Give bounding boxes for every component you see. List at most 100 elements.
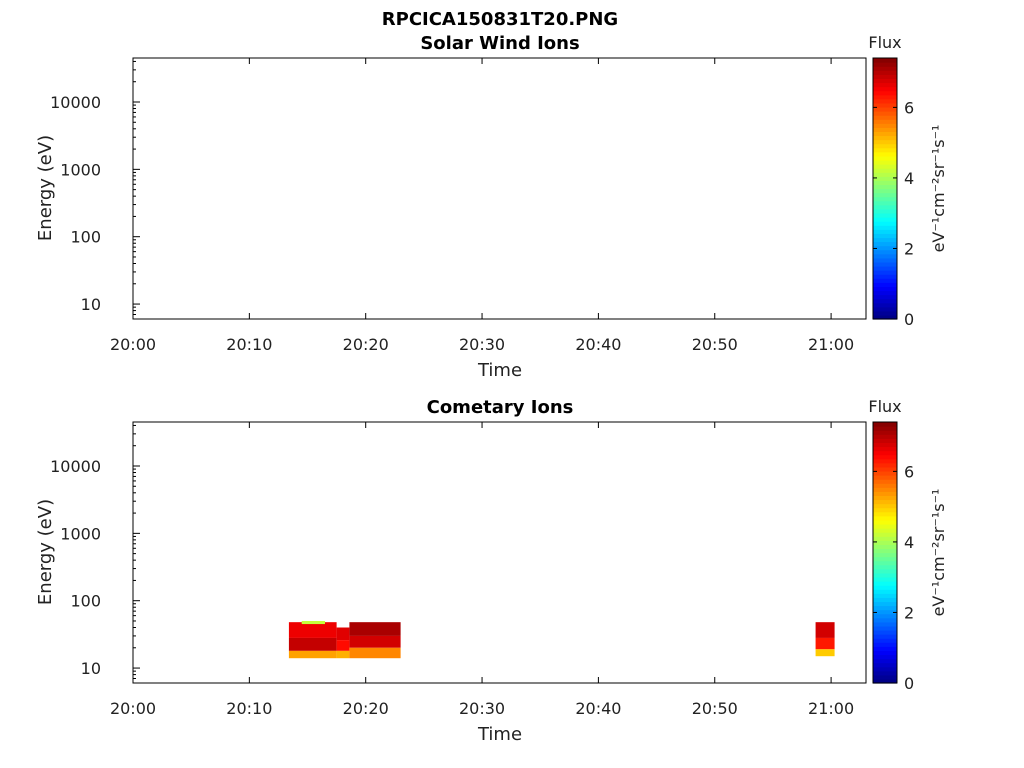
- colorbar-segment: [873, 274, 897, 279]
- colorbar-segment: [873, 568, 897, 574]
- colorbar-segment: [873, 470, 897, 476]
- colorbar-segment: [873, 446, 897, 452]
- x-tick-label: 20:40: [575, 699, 621, 718]
- colorbar-segment: [873, 466, 897, 472]
- colorbar-segment: [873, 434, 897, 439]
- colorbar-segment: [873, 503, 897, 509]
- colorbar-tick-label: 2: [904, 603, 914, 622]
- colorbar-segment: [873, 462, 897, 468]
- colorbar-segment: [873, 601, 897, 607]
- flux-cell: [336, 650, 350, 659]
- x-axis-ticks: 20:00 20:10 20:20 20:30 20:40 20:50 21:00: [110, 422, 854, 718]
- colorbar-segment: [873, 658, 897, 664]
- colorbar-label: eV⁻¹cm⁻²sr⁻¹s⁻¹: [929, 125, 948, 253]
- flux-cell: [815, 622, 835, 638]
- y-tick-label: 10000: [50, 457, 101, 476]
- colorbar-segment: [873, 507, 897, 513]
- panel-title: Cometary Ions: [427, 397, 574, 418]
- y-tick-label: 10: [81, 659, 101, 678]
- x-tick-label: 21:00: [808, 699, 854, 718]
- colorbar-segment: [873, 143, 897, 149]
- x-tick-label: 20:30: [459, 699, 505, 718]
- colorbar-segment: [873, 102, 897, 108]
- colorbar-segment: [873, 511, 897, 517]
- colorbar-segment: [873, 119, 897, 124]
- colorbar-segment: [873, 237, 897, 243]
- colorbar-segment: [873, 70, 897, 75]
- colorbar-segment: [873, 548, 897, 554]
- colorbar-segment: [873, 515, 897, 521]
- colorbar-segment: [873, 450, 897, 456]
- colorbar-segment: [873, 438, 897, 443]
- colorbar-segment: [873, 106, 897, 112]
- colorbar-segment: [873, 176, 897, 181]
- colorbar-segment: [873, 314, 897, 320]
- x-tick-label: 20:50: [692, 699, 738, 718]
- colorbar-segment: [873, 491, 897, 497]
- y-tick-label: 100: [70, 592, 101, 611]
- colorbar-segment: [873, 544, 897, 550]
- colorbar-segment: [873, 426, 897, 431]
- y-axis-ticks: 10 100 1000 10000: [50, 424, 140, 684]
- y-tick-label: 100: [70, 228, 101, 247]
- colorbar-segment: [873, 519, 897, 525]
- colorbar-tick-label: 2: [904, 239, 914, 258]
- colorbar-segment: [873, 302, 897, 308]
- colorbar-segment: [873, 458, 897, 464]
- flux-cell: [288, 650, 337, 659]
- colorbar-segment: [873, 629, 897, 635]
- colorbar-segment: [873, 560, 897, 566]
- flux-cell: [288, 637, 337, 651]
- colorbar-segment: [873, 135, 897, 141]
- colorbar-segment: [873, 294, 897, 300]
- colorbar-tick-label: 6: [904, 462, 914, 481]
- colorbar-segment: [873, 310, 897, 316]
- colorbar-segment: [873, 617, 897, 623]
- colorbar-segment: [873, 532, 897, 537]
- panel-title: Solar Wind Ions: [420, 33, 579, 54]
- colorbar-segment: [873, 265, 897, 271]
- figure-title: RPCICA150831T20.PNG: [382, 9, 618, 30]
- colorbar-segment: [873, 180, 897, 186]
- colorbar-segment: [873, 111, 897, 116]
- colorbar-segment: [873, 290, 897, 296]
- x-tick-label: 20:00: [110, 699, 156, 718]
- colorbar-segment: [873, 172, 897, 177]
- flux-cell: [349, 622, 401, 636]
- colorbar-segment: [873, 572, 897, 578]
- x-axis-label: Time: [477, 360, 522, 381]
- colorbar-segment: [873, 523, 897, 529]
- x-tick-label: 20:30: [459, 335, 505, 354]
- colorbar-segment: [873, 221, 897, 226]
- colorbar-segment: [873, 495, 897, 501]
- colorbar-label: eV⁻¹cm⁻²sr⁻¹s⁻¹: [929, 489, 948, 617]
- colorbar-segment: [873, 200, 897, 206]
- colorbar-segment: [873, 597, 897, 603]
- colorbar-segment: [873, 278, 897, 283]
- flux-cell: [288, 622, 337, 638]
- colorbar-segment: [873, 98, 897, 104]
- flux-cell: [301, 620, 325, 625]
- colorbar: 0 2 4 6 Flux eV⁻¹cm⁻²sr⁻¹s⁻¹: [868, 397, 948, 693]
- colorbar-segment: [873, 229, 897, 234]
- y-tick-label: 10: [81, 295, 101, 314]
- colorbar-tick-label: 0: [904, 674, 914, 693]
- x-tick-label: 20:50: [692, 335, 738, 354]
- colorbar-segment: [873, 192, 897, 198]
- colorbar-segment: [873, 625, 897, 631]
- colorbar-segment: [873, 78, 897, 84]
- colorbar-segment: [873, 422, 897, 427]
- colorbar-segment: [873, 115, 897, 120]
- colorbar-segment: [873, 58, 897, 63]
- colorbar-segment: [873, 528, 897, 533]
- colorbar-segment: [873, 286, 897, 292]
- colorbar-segment: [873, 585, 897, 590]
- colorbar-segment: [873, 483, 897, 488]
- y-tick-label: 1000: [60, 524, 101, 543]
- colorbar-segment: [873, 225, 897, 230]
- colorbar-segment: [873, 66, 897, 71]
- colorbar-segment: [873, 90, 897, 96]
- colorbar-segment: [873, 298, 897, 304]
- colorbar-segment: [873, 638, 897, 643]
- colorbar-segment: [873, 249, 897, 255]
